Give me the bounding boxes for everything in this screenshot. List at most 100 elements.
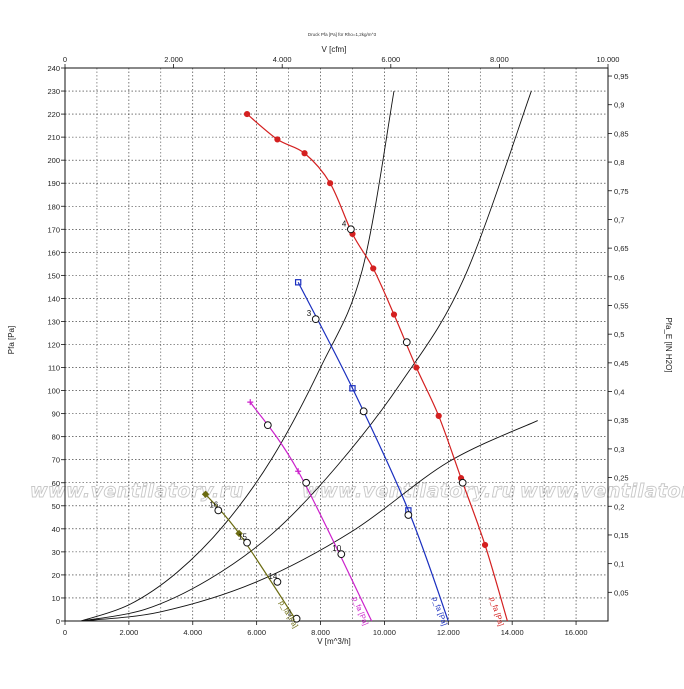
data-marker (201, 490, 210, 498)
y-tick-label: 220 (47, 110, 60, 119)
operating-point (402, 338, 411, 347)
x-tick-label: 8.000 (311, 628, 330, 637)
watermark-layer: www.ventilatory.ru www.ventilatory.ru www.… (30, 480, 684, 503)
operating-point-label: 14 (268, 572, 277, 581)
system-curves-layer (80, 90, 538, 622)
y-tick-label: 0 (56, 617, 60, 626)
right-tick-label: 0,7 (614, 215, 624, 224)
right-tick-label: 0,55 (614, 301, 629, 310)
data-marker (435, 412, 442, 420)
data-marker (247, 399, 254, 406)
watermark-text: www.ventilatory.ru (302, 480, 516, 502)
x-tick-label: 10.000 (373, 628, 396, 637)
x-tick-label: 16.000 (565, 628, 588, 637)
curve-label: p_fa [Pa] (430, 596, 449, 627)
fan-curve-line (249, 401, 373, 622)
right-tick-label: 0,65 (614, 244, 629, 253)
curve-label: p_fa [Pa] (488, 596, 506, 627)
y-tick-label: 200 (47, 156, 60, 165)
y-tick-label: 190 (47, 179, 60, 188)
y-tick-label: 240 (47, 64, 60, 73)
right-tick-label: 0,8 (614, 158, 624, 167)
x-tick-label: 12.000 (437, 628, 460, 637)
right-tick-label: 0,3 (614, 445, 624, 454)
system-curve (80, 90, 532, 622)
operating-point (404, 511, 413, 519)
data-marker (301, 150, 308, 157)
data-marker (481, 541, 489, 549)
operating-point (263, 421, 272, 430)
system-curve (80, 420, 538, 622)
fan-curve-line (297, 282, 449, 622)
curve-label: p_fa [Pa] (277, 599, 300, 630)
right-tick-label: 0,35 (614, 416, 629, 425)
right-tick-label: 0,75 (614, 187, 629, 196)
grid-layer (65, 68, 608, 621)
y-tick-label: 90 (52, 410, 60, 419)
right-tick-label: 0,85 (614, 129, 629, 138)
y-tick-label: 80 (52, 433, 60, 442)
y-tick-label: 40 (52, 525, 60, 534)
data-marker (327, 180, 334, 187)
right-tick-label: 0,05 (614, 588, 629, 597)
y-tick-label: 140 (47, 294, 60, 303)
curve-labels-layer: p_fa [Pa]p_fa [Pa]p_fa [Pa]p_fa [Pa] (277, 595, 505, 629)
right-tick-label: 0,15 (614, 531, 629, 540)
y-tick-label: 20 (52, 571, 60, 580)
y-axis-title: Pfa [Pa] (7, 326, 16, 354)
top-tick-label: 6.000 (381, 55, 400, 64)
operating-point (359, 407, 368, 416)
top-tick-label: 0 (63, 55, 67, 64)
data-marker (295, 468, 302, 475)
operating-point-label: 16 (209, 500, 218, 509)
operating-point (337, 550, 346, 559)
right-tick-label: 0,95 (614, 72, 629, 81)
series-layer (201, 110, 508, 622)
right-tick-label: 0,6 (614, 273, 624, 282)
data-marker (390, 311, 398, 318)
y-tick-label: 120 (47, 341, 60, 350)
x-tick-label: 0 (63, 628, 67, 637)
right-tick-label: 0,9 (614, 101, 624, 110)
data-marker (349, 385, 356, 392)
operating-point-label: 10 (332, 544, 341, 553)
system-curve (80, 90, 395, 622)
axes-layer: 0 2.000 4.000 6.000 8.000 10.000 12.000 14.000 1… (47, 55, 628, 637)
y-tick-label: 10 (52, 594, 60, 603)
y-tick-label: 160 (47, 248, 60, 257)
y-tick-label: 30 (52, 548, 60, 557)
x-tick-label: 6.000 (247, 628, 266, 637)
fan-curve-line (205, 493, 298, 622)
top-tick-label: 2.000 (164, 55, 183, 64)
right-tick-label: 0,5 (614, 330, 624, 339)
top-tick-label: 8.000 (490, 55, 509, 64)
operating-point (302, 478, 311, 487)
x-tick-label: 4.000 (183, 628, 202, 637)
right-tick-label: 0,1 (614, 560, 624, 569)
watermark-text: www.ventilatory.ru (520, 480, 684, 502)
operating-point (243, 538, 251, 547)
y2-axis-title: Pfa_E [IN H2O] (664, 317, 673, 372)
operating-point (273, 577, 282, 586)
operating-point (214, 506, 223, 515)
y-tick-label: 70 (52, 456, 60, 465)
right-tick-label: 0,45 (614, 359, 629, 368)
y-tick-label: 210 (47, 133, 60, 142)
y-tick-label: 100 (47, 387, 60, 396)
operating-point-label: 15 (238, 533, 247, 542)
x-tick-label: 14.000 (501, 628, 524, 637)
operating-point (346, 225, 355, 234)
top-tick-label: 10.000 (597, 55, 620, 64)
y-tick-label: 60 (52, 479, 60, 488)
y-tick-label: 110 (48, 364, 60, 373)
right-tick-label: 0,4 (614, 388, 624, 397)
operating-point (458, 478, 467, 487)
operating-points-layer: 4 3 10 16 15 14 1 (209, 219, 467, 623)
right-tick-label: 0,2 (614, 502, 624, 511)
operating-point-label: 1 (288, 609, 293, 618)
y-tick-label: 150 (47, 271, 60, 280)
x-axis-title: V [m^3/h] (317, 637, 351, 646)
data-marker (235, 529, 243, 538)
operating-point (311, 315, 320, 324)
